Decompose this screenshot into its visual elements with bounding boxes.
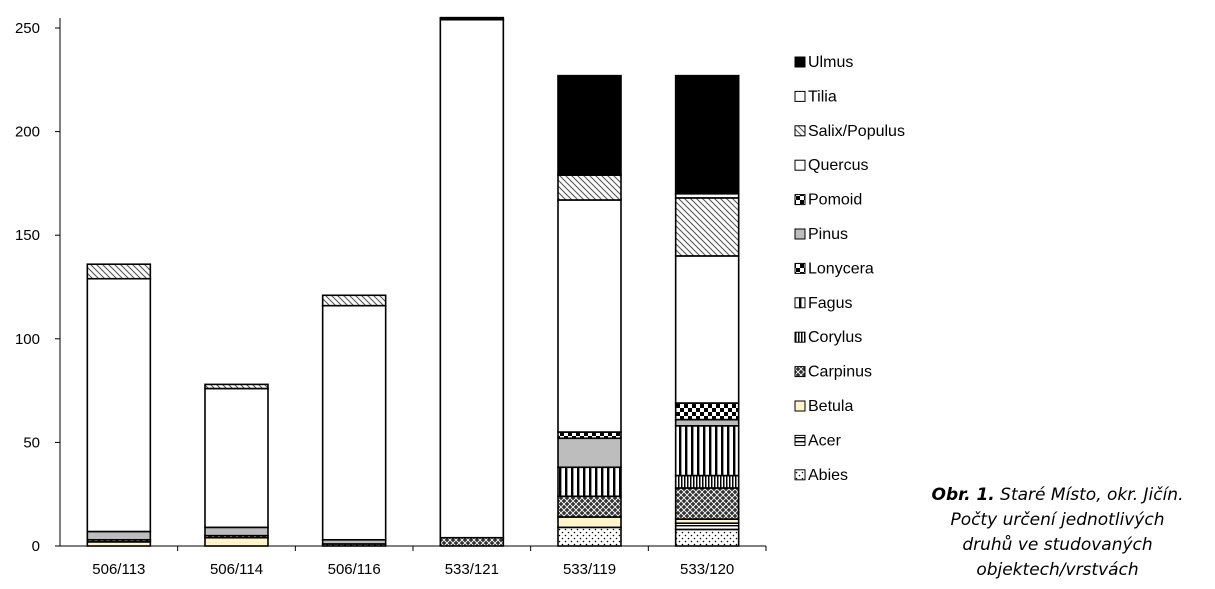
legend-label: Ulmus <box>808 54 853 71</box>
caption-line-4: objektech/vrstvách <box>976 560 1139 580</box>
legend-label: Carpinus <box>808 364 872 381</box>
bar-segment <box>86 530 152 541</box>
legend-label: Pomoid <box>808 192 862 209</box>
bar-segment <box>557 526 622 547</box>
figure-caption: Obr. 1. Staré Místo, okr. Jičín. Počty u… <box>905 483 1210 583</box>
legend-label: Fagus <box>808 295 852 312</box>
legend-label: Salix/Populus <box>808 123 905 140</box>
bar-segment <box>204 387 269 529</box>
bar-segment <box>557 174 622 201</box>
legend-swatch <box>794 90 806 102</box>
legend-label: Lonycera <box>808 260 874 277</box>
caption-label: Obr. 1. <box>931 485 995 505</box>
legend-swatch <box>794 434 806 446</box>
bar-segment <box>557 199 622 433</box>
legend-swatch <box>794 469 806 481</box>
y-tick-label: 150 <box>15 227 40 244</box>
legend-label: Quercus <box>808 157 868 174</box>
x-tick-label: 533/119 <box>563 561 616 578</box>
bar-segment <box>439 18 505 539</box>
bar-segment <box>204 526 269 537</box>
bar-segment <box>557 516 622 529</box>
y-tick-label: 100 <box>15 331 40 348</box>
bar-segment <box>439 16 505 21</box>
bar-segment <box>86 263 152 280</box>
x-tick-label: 533/120 <box>680 561 734 578</box>
bar-segment <box>204 383 269 390</box>
legend: Ulmus Tilia Salix/Populus Quercus Pomoid Pinu… <box>794 54 905 484</box>
legend-swatch <box>794 297 806 309</box>
bar-segment <box>674 255 740 404</box>
bar-segment <box>674 402 740 421</box>
legend-swatch <box>794 159 806 171</box>
bar-segment <box>674 528 740 547</box>
bar-segment <box>204 536 269 547</box>
y-tick-label: 250 <box>15 20 40 37</box>
legend-swatch <box>794 366 806 378</box>
y-tick-label: 0 <box>32 538 40 555</box>
bar-segment <box>674 425 740 477</box>
legend-label: Abies <box>808 467 848 484</box>
x-tick-label: 506/113 <box>92 561 145 578</box>
y-tick-label: 200 <box>15 124 40 141</box>
bar-segment <box>86 277 152 533</box>
bar-segment <box>674 487 740 520</box>
caption-line-3: druhů ve studovaných <box>962 535 1153 555</box>
legend-swatch <box>794 125 806 137</box>
y-tick-label: 50 <box>23 434 40 451</box>
legend-label: Corylus <box>808 329 862 346</box>
bar-segment <box>674 522 740 531</box>
x-tick-label: 506/116 <box>328 561 381 578</box>
legend-swatch <box>794 262 806 274</box>
bar-segment <box>674 74 740 195</box>
bar-segment <box>557 495 622 518</box>
bar-segment <box>674 474 740 489</box>
caption-line-1: Obr. 1. Staré Místo, okr. Jičín. <box>905 483 1210 508</box>
caption-line-2: Počty určení jednotlivých <box>950 510 1165 530</box>
legend-swatch <box>794 194 806 206</box>
legend-label: Betula <box>808 398 853 415</box>
caption-title: Staré Místo, okr. Jičín. <box>994 485 1184 505</box>
bar-segment <box>557 74 622 176</box>
x-tick-label: 533/121 <box>445 561 499 578</box>
bar-segment <box>557 437 622 469</box>
legend-swatch <box>794 228 806 240</box>
bar-segment <box>439 536 505 547</box>
bar-segment <box>557 466 622 498</box>
bar-segment <box>674 418 740 427</box>
legend-swatch <box>794 400 806 412</box>
legend-swatch <box>794 56 806 68</box>
bar-segment <box>321 304 387 541</box>
legend-label: Tilia <box>808 88 837 105</box>
legend-label: Acer <box>808 432 842 449</box>
legend-label: Pinus <box>808 226 848 243</box>
legend-swatch <box>794 331 806 343</box>
bar-segment <box>674 197 740 257</box>
bar-segment <box>321 294 387 307</box>
bar-segment <box>557 431 622 440</box>
x-tick-label: 506/114 <box>210 561 263 578</box>
